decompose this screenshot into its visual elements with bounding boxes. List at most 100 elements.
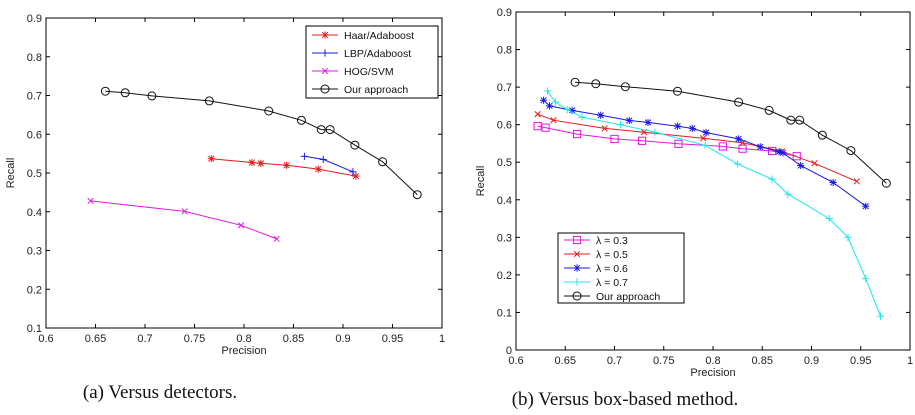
series-lbp-adaboost bbox=[300, 152, 357, 176]
data-point-shape bbox=[734, 97, 744, 107]
data-point bbox=[597, 111, 605, 119]
data-point bbox=[625, 116, 633, 125]
legend-item: λ = 0.6 bbox=[564, 263, 628, 275]
legend-item: HOG/SVM bbox=[312, 66, 394, 78]
series--0-3 bbox=[533, 122, 801, 161]
data-point-shape bbox=[120, 88, 130, 98]
data-point bbox=[207, 155, 215, 163]
x-tick-label: 0.6 bbox=[38, 333, 53, 345]
data-point-stroke bbox=[779, 149, 787, 156]
data-point bbox=[181, 208, 188, 215]
figure-caption: (a) Versus detectors. bbox=[83, 382, 237, 403]
data-point bbox=[316, 125, 326, 135]
series-our-approach bbox=[570, 77, 891, 188]
data-point-shape bbox=[673, 86, 683, 96]
data-point bbox=[786, 115, 796, 125]
data-point-shape bbox=[378, 157, 388, 167]
data-point bbox=[699, 135, 707, 142]
data-point-stroke bbox=[540, 97, 547, 104]
data-point bbox=[688, 124, 696, 133]
data-point-shape bbox=[620, 82, 630, 92]
legend-marker-stroke bbox=[573, 264, 581, 272]
x-tick-label: 0.95 bbox=[382, 333, 403, 345]
legend-item: Our approach bbox=[312, 84, 408, 96]
legend-item: LBP/Adaboost bbox=[312, 48, 411, 60]
y-tick-label: 0.3 bbox=[497, 232, 512, 244]
data-point bbox=[756, 143, 764, 151]
y-tick-label: 0.4 bbox=[27, 207, 42, 219]
legend-marker bbox=[573, 250, 581, 258]
y-tick-label: 0.2 bbox=[27, 284, 42, 296]
data-point-stroke bbox=[757, 143, 764, 150]
data-point-stroke bbox=[862, 203, 869, 210]
series-line bbox=[211, 158, 356, 177]
y-tick-label: 0.5 bbox=[27, 168, 42, 180]
legend-item: λ = 0.7 bbox=[564, 277, 628, 289]
data-point bbox=[764, 105, 774, 115]
legend-item: Haar/Adaboost bbox=[312, 30, 414, 42]
legend-label: Haar/Adaboost bbox=[344, 30, 414, 42]
data-point-stroke bbox=[644, 119, 652, 126]
legend: Haar/Adaboost LBP/Adaboost HOG/SVM Our appr… bbox=[305, 25, 439, 99]
series-haar-adaboost bbox=[207, 155, 360, 180]
data-point-shape bbox=[718, 142, 727, 151]
legend-marker bbox=[572, 291, 582, 301]
data-point bbox=[862, 202, 870, 210]
data-point bbox=[674, 139, 683, 148]
data-point bbox=[591, 79, 601, 89]
legend: λ = 0.3 λ = 0.5 λ = 0.6 λ = 0.7 Our approach bbox=[557, 232, 685, 304]
data-point bbox=[412, 190, 422, 200]
legend-label: Our approach bbox=[596, 291, 660, 303]
legend-label: λ = 0.3 bbox=[596, 235, 628, 247]
data-point-stroke bbox=[797, 162, 804, 169]
data-point-stroke bbox=[546, 102, 553, 110]
data-point bbox=[543, 87, 552, 95]
data-point-stroke bbox=[208, 155, 215, 162]
data-point bbox=[792, 152, 801, 161]
data-point-shape bbox=[572, 129, 582, 139]
series-line bbox=[543, 99, 866, 207]
x-tick-label: 0.85 bbox=[752, 355, 773, 367]
data-point bbox=[325, 125, 335, 135]
data-point bbox=[550, 116, 557, 124]
legend-item: Our approach bbox=[564, 291, 660, 303]
y-tick-label: 0.9 bbox=[497, 7, 512, 19]
y-tick-label: 0.6 bbox=[27, 129, 42, 141]
data-point-shape bbox=[610, 134, 619, 144]
y-tick-label: 0.4 bbox=[497, 195, 512, 207]
data-point-shape bbox=[147, 91, 157, 101]
data-point bbox=[551, 98, 559, 106]
legend-marker-shape bbox=[572, 291, 582, 301]
data-point-stroke bbox=[702, 129, 710, 136]
data-point bbox=[352, 172, 360, 180]
data-point bbox=[100, 86, 110, 96]
data-point bbox=[811, 160, 818, 167]
data-point bbox=[881, 178, 891, 188]
data-point-stroke bbox=[568, 107, 576, 114]
series-our-approach bbox=[100, 86, 422, 200]
data-point-shape bbox=[795, 115, 805, 125]
data-point-shape bbox=[325, 125, 335, 135]
y-tick-label: 0.2 bbox=[497, 270, 512, 282]
legend-label: LBP/Adaboost bbox=[344, 48, 411, 60]
data-point bbox=[734, 97, 744, 107]
data-point-stroke bbox=[601, 125, 608, 132]
data-point bbox=[349, 168, 357, 176]
data-point bbox=[237, 222, 245, 229]
y-tick-label: 0 bbox=[506, 345, 512, 357]
data-point-stroke bbox=[237, 222, 245, 229]
y-tick-label: 0.3 bbox=[27, 246, 42, 258]
x-tick-label: 0.95 bbox=[850, 355, 871, 367]
series-line bbox=[537, 125, 797, 157]
x-tick-label: 0.75 bbox=[653, 355, 674, 367]
data-point-shape bbox=[846, 146, 856, 156]
data-point bbox=[539, 96, 548, 104]
x-tick-label: 0.65 bbox=[85, 333, 106, 345]
y-axis-label: Recall bbox=[475, 166, 487, 197]
legend-item: λ = 0.3 bbox=[564, 235, 628, 247]
data-point bbox=[784, 190, 792, 198]
data-point bbox=[534, 110, 541, 118]
x-tick-label: 0.9 bbox=[335, 333, 350, 345]
data-point-stroke bbox=[248, 159, 256, 166]
data-point bbox=[545, 102, 554, 110]
